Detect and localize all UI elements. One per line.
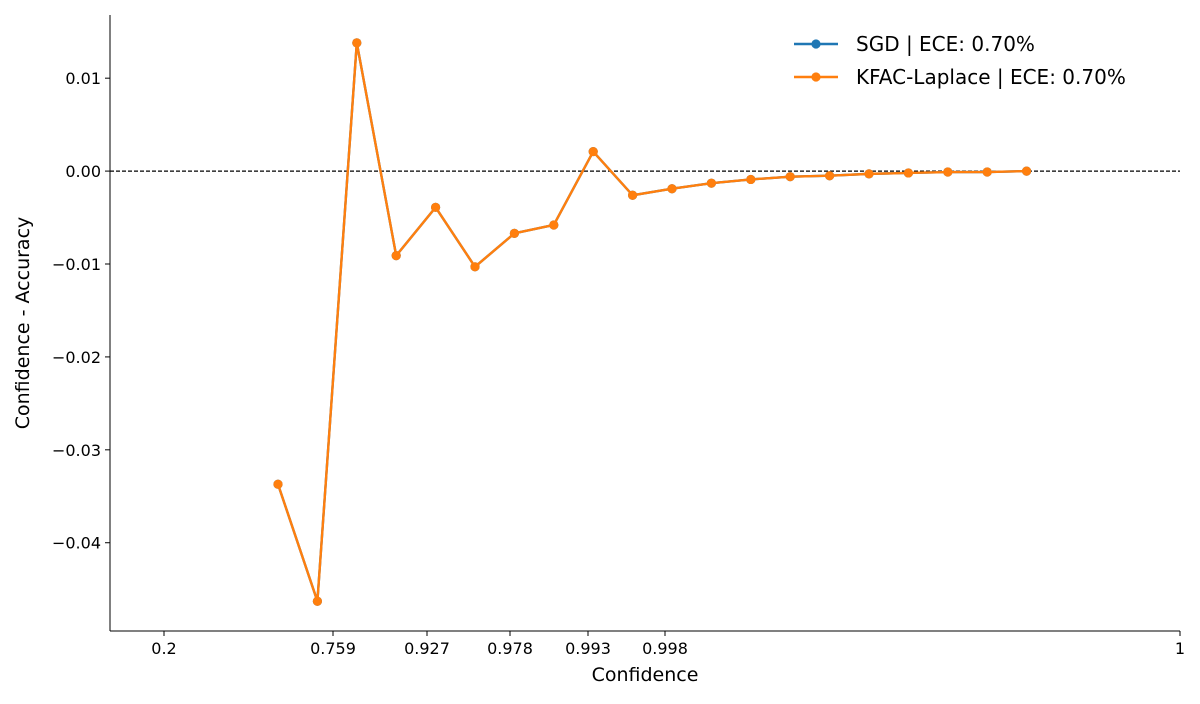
- y-tick-label: −0.03: [52, 441, 101, 460]
- series-point: [391, 251, 401, 261]
- series-point: [785, 172, 795, 182]
- series-point: [628, 190, 638, 200]
- x-tick-label: 0.998: [642, 639, 688, 658]
- series-point: [746, 174, 756, 185]
- data-layer: [273, 38, 1032, 606]
- legend-label: SGD | ECE: 0.70%: [856, 32, 1035, 56]
- x-tick-label: 0.927: [404, 639, 450, 658]
- series-line: [276, 41, 1027, 603]
- series-point: [431, 202, 441, 212]
- series-point: [864, 169, 874, 179]
- x-tick-label: 1: [1175, 639, 1185, 658]
- series-point: [825, 171, 835, 181]
- series-point: [312, 596, 322, 606]
- series-point: [903, 168, 914, 178]
- legend: SGD | ECE: 0.70% KFAC-Laplace | ECE: 0.70…: [794, 32, 1126, 89]
- series-point: [1022, 166, 1032, 176]
- legend-label: KFAC-Laplace | ECE: 0.70%: [856, 65, 1126, 89]
- x-tick-label: 0.978: [487, 639, 533, 658]
- series-point: [273, 479, 283, 489]
- y-tick-label: −0.01: [52, 255, 101, 274]
- y-axis-label: Confidence - Accuracy: [12, 217, 34, 430]
- y-tick-label: 0.00: [65, 162, 101, 181]
- series-point: [549, 220, 559, 230]
- y-tick-label: −0.02: [52, 348, 101, 367]
- x-axis-label: Confidence: [592, 664, 699, 686]
- legend-marker: [811, 39, 821, 49]
- x-tick-label: 0.993: [565, 639, 611, 658]
- series-point: [509, 228, 519, 238]
- series-2: [273, 38, 1032, 606]
- series-point: [943, 167, 953, 177]
- series-point: [706, 178, 717, 188]
- series-point: [588, 146, 598, 157]
- y-tick-label: −0.04: [52, 534, 101, 553]
- series-point: [470, 262, 480, 272]
- series-1: [273, 38, 1032, 606]
- x-tick-label: 0.759: [310, 639, 356, 658]
- series-point: [667, 184, 677, 194]
- series-point: [352, 38, 362, 48]
- axes-layer: 0.01 0.00 −0.01 −0.02 −0.03 −0.04 0.2 0.759 0.92…: [12, 15, 1185, 686]
- y-tick-label: 0.01: [65, 69, 101, 88]
- x-tick-label: 0.2: [151, 639, 176, 658]
- series-point: [982, 167, 992, 177]
- series-line: [276, 41, 1027, 603]
- legend-marker: [811, 72, 821, 82]
